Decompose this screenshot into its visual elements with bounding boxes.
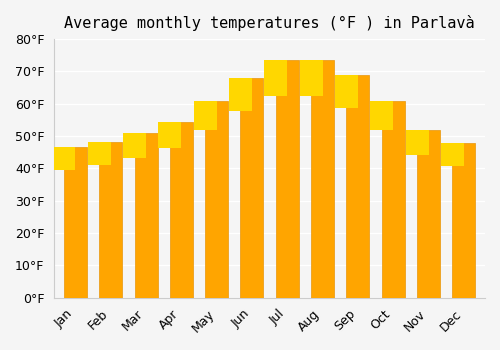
Bar	[170, 121, 193, 298]
Bar	[335, 75, 358, 108]
Bar	[123, 133, 146, 158]
Bar	[240, 78, 264, 298]
Bar	[64, 147, 87, 298]
Bar	[52, 147, 76, 170]
Title: Average monthly temperatures (°F ) in Parlavà: Average monthly temperatures (°F ) in Pa…	[64, 15, 475, 31]
Bar	[205, 100, 228, 298]
Bar	[276, 60, 298, 298]
Bar	[406, 130, 428, 155]
Bar	[158, 121, 182, 148]
Bar	[382, 100, 404, 298]
Bar	[300, 60, 322, 96]
Bar	[311, 60, 334, 298]
Bar	[417, 130, 440, 298]
Bar	[370, 100, 393, 130]
Bar	[441, 142, 464, 166]
Bar	[264, 60, 287, 96]
Bar	[346, 75, 370, 298]
Bar	[88, 142, 110, 165]
Bar	[229, 78, 252, 111]
Bar	[452, 142, 475, 298]
Bar	[99, 142, 122, 298]
Bar	[134, 133, 158, 298]
Bar	[194, 100, 216, 130]
